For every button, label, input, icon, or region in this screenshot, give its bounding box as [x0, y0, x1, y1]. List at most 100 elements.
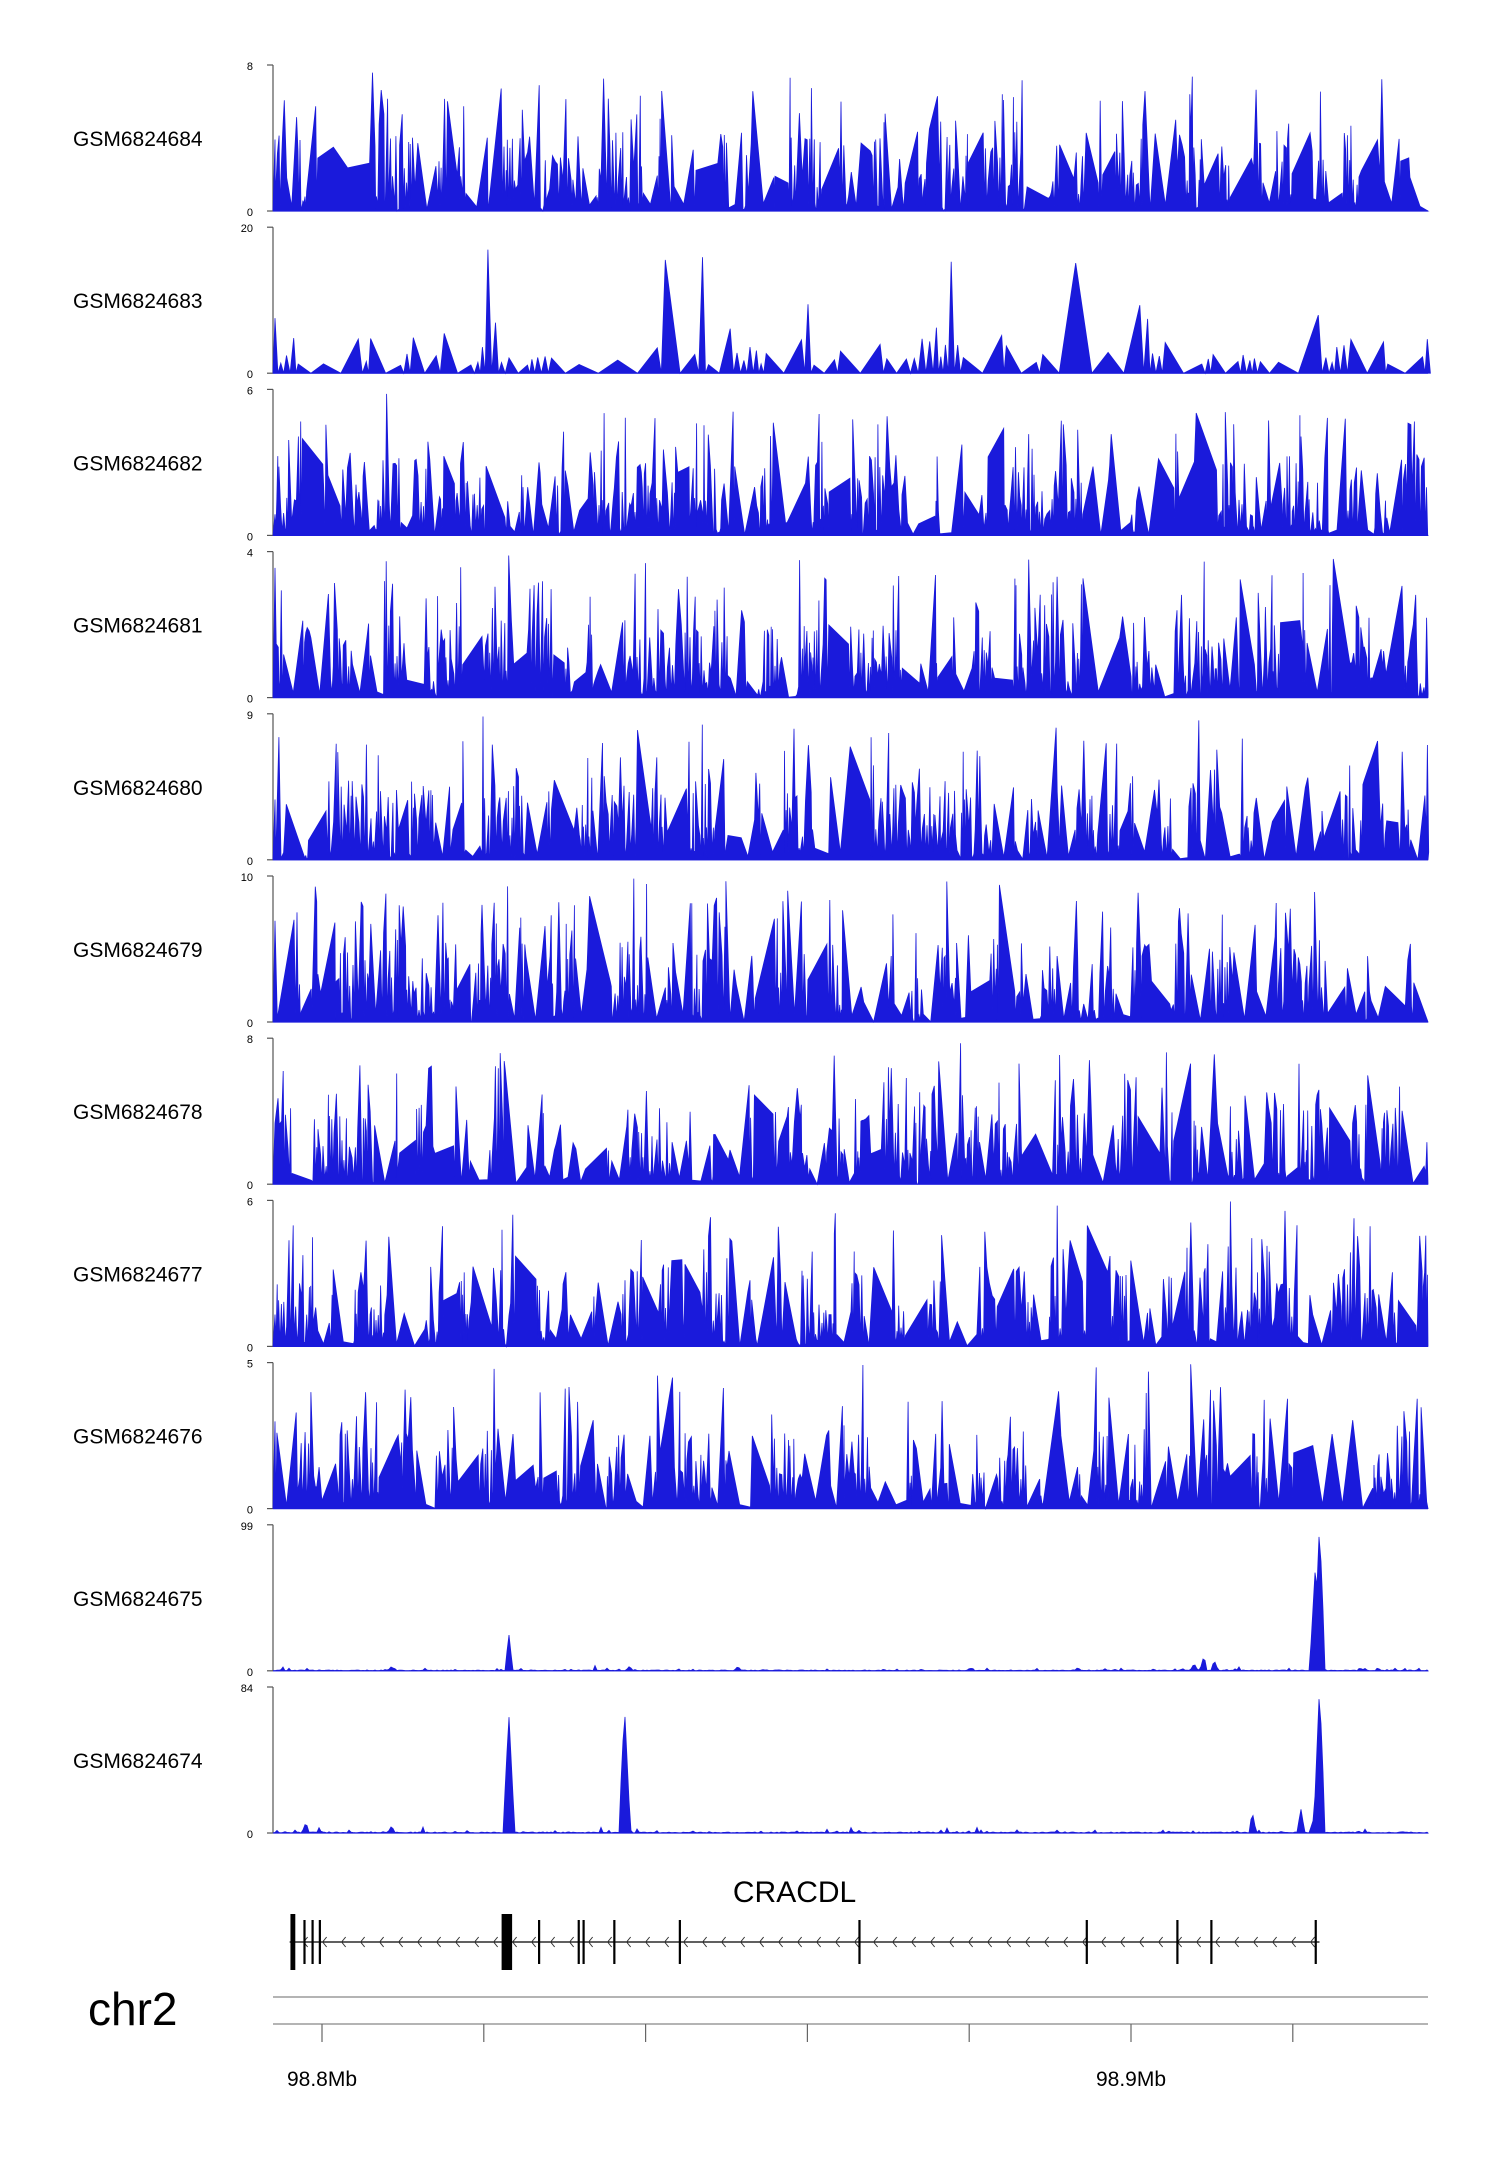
strand-arrow	[1214, 1936, 1221, 1948]
strand-arrow	[492, 1936, 499, 1948]
strand-arrow	[853, 1936, 860, 1948]
exon	[1210, 1920, 1213, 1964]
exon	[858, 1920, 861, 1964]
y-max-label: 6	[247, 1196, 253, 1208]
strand-arrow	[397, 1936, 404, 1948]
y-min-label: 0	[247, 694, 253, 706]
strand-arrow	[1138, 1936, 1145, 1948]
exon	[577, 1920, 580, 1964]
exon	[290, 1914, 296, 1970]
strand-arrow	[739, 1936, 746, 1948]
exon	[538, 1920, 541, 1964]
strand-arrow	[511, 1936, 518, 1948]
track-label: GSM6824675	[73, 1588, 203, 1611]
signal-area	[272, 878, 1429, 1023]
y-max-label: 8	[247, 1034, 253, 1046]
strand-arrow	[967, 1936, 974, 1948]
track-GSM6824680: GSM6824680 9 0	[73, 710, 1430, 868]
signal-area	[272, 1536, 1430, 1672]
gene-name: CRACDL	[733, 1876, 856, 1909]
strand-arrow	[796, 1936, 803, 1948]
y-min-label: 0	[247, 1829, 253, 1841]
y-max-label: 8	[247, 61, 253, 73]
track-label: GSM6824677	[73, 1263, 203, 1286]
y-max-label: 9	[247, 710, 253, 722]
strand-arrow	[473, 1936, 480, 1948]
signal-area	[272, 249, 1431, 375]
x-tick-label: 98.9Mb	[1096, 2068, 1166, 2091]
signal-area	[272, 1364, 1429, 1510]
track-label: GSM6824680	[73, 777, 203, 800]
strand-arrow	[549, 1936, 556, 1948]
strand-arrow	[891, 1936, 898, 1948]
track-GSM6824675: GSM6824675 99 0	[73, 1521, 1430, 1679]
strand-arrow	[948, 1936, 955, 1948]
strand-arrow	[435, 1936, 442, 1948]
strand-arrow	[929, 1936, 936, 1948]
exon	[1176, 1920, 1179, 1964]
track-label: GSM6824684	[73, 128, 203, 151]
strand-arrow	[1195, 1936, 1202, 1948]
y-min-label: 0	[247, 1667, 253, 1679]
track-label: GSM6824683	[73, 290, 203, 313]
signal-area	[272, 72, 1430, 212]
strand-arrow	[701, 1936, 708, 1948]
strand-arrow	[359, 1936, 366, 1948]
signal-area	[272, 1043, 1429, 1186]
track-GSM6824684: GSM6824684 8 0	[73, 61, 1430, 219]
strand-arrow	[1309, 1936, 1316, 1948]
y-max-label: 5	[247, 1359, 253, 1371]
strand-arrow	[872, 1936, 879, 1948]
strand-arrow	[720, 1936, 727, 1948]
exon	[303, 1920, 306, 1964]
strand-arrow	[1024, 1936, 1031, 1948]
strand-arrow	[1043, 1936, 1050, 1948]
track-GSM6824677: GSM6824677 6 0	[73, 1196, 1429, 1354]
track-GSM6824679: GSM6824679 10 0	[73, 872, 1429, 1030]
y-max-label: 84	[241, 1683, 253, 1695]
strand-arrow	[606, 1936, 613, 1948]
track-label: GSM6824678	[73, 1101, 203, 1124]
strand-arrow	[777, 1936, 784, 1948]
strand-arrow	[986, 1936, 993, 1948]
strand-arrow	[758, 1936, 765, 1948]
track-GSM6824674: GSM6824674 84 0	[73, 1683, 1430, 1841]
strand-arrow	[1290, 1936, 1297, 1948]
y-min-label: 0	[247, 369, 253, 381]
signal-area	[272, 393, 1429, 536]
y-min-label: 0	[247, 856, 253, 868]
track-GSM6824682: GSM6824682 6 0	[73, 385, 1429, 543]
exon	[582, 1920, 585, 1964]
track-label: GSM6824681	[73, 615, 203, 638]
strand-arrow	[663, 1936, 670, 1948]
y-max-label: 10	[241, 872, 253, 884]
track-GSM6824676: GSM6824676 5 0	[73, 1359, 1429, 1517]
strand-arrow	[1157, 1936, 1164, 1948]
y-min-label: 0	[247, 1018, 253, 1030]
strand-arrow	[1233, 1936, 1240, 1948]
strand-arrow	[587, 1936, 594, 1948]
track-label: GSM6824674	[73, 1750, 203, 1773]
strand-arrow	[530, 1936, 537, 1948]
exon	[318, 1920, 321, 1964]
strand-arrow	[321, 1936, 328, 1948]
exon	[1085, 1920, 1088, 1964]
strand-arrow	[1081, 1936, 1088, 1948]
y-min-label: 0	[247, 1180, 253, 1192]
strand-arrow	[815, 1936, 822, 1948]
y-min-label: 0	[247, 531, 253, 543]
strand-arrow	[625, 1936, 632, 1948]
y-min-label: 0	[247, 207, 253, 219]
track-label: GSM6824676	[73, 1426, 203, 1449]
strand-arrow	[1062, 1936, 1069, 1948]
track-label: GSM6824682	[73, 452, 203, 475]
strand-arrow	[454, 1936, 461, 1948]
strand-arrow	[1252, 1936, 1259, 1948]
strand-arrow	[1271, 1936, 1278, 1948]
x-tick-label: 98.8Mb	[287, 2068, 357, 2091]
strand-arrow	[644, 1936, 651, 1948]
exon	[678, 1920, 681, 1964]
strand-arrow	[1005, 1936, 1012, 1948]
strand-arrow	[1100, 1936, 1107, 1948]
exon	[311, 1920, 314, 1964]
